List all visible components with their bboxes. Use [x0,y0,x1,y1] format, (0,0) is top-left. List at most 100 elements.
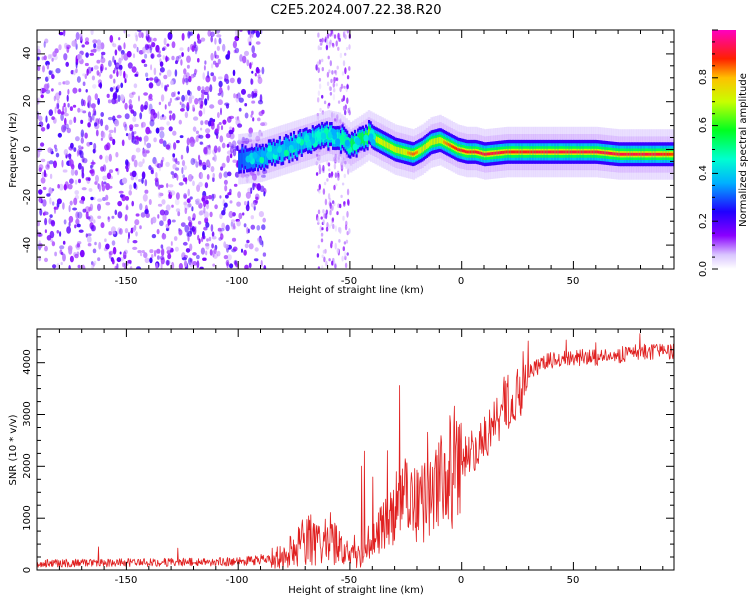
ridge-halo-cell [363,113,366,121]
ridge-halo-cell [358,159,362,167]
y-tick-label: 4000 [22,349,33,374]
noise-cell [172,130,177,136]
noise-cell [201,161,207,167]
noise-cell [182,241,188,246]
ridge-halo-cell [408,171,411,179]
noise-cell [232,40,237,49]
noise-cell [319,38,322,43]
noise-cell [218,172,223,180]
noise-cell [161,47,166,51]
ridge-halo-cell [247,133,250,141]
ridge-halo-cell [437,151,440,159]
ridge-halo-cell [564,169,567,178]
ridge-halo-cell [557,134,561,142]
ridge-halo-cell [557,169,561,178]
noise-cell [49,197,52,205]
ridge-halo-cell [394,124,398,132]
ridge-halo-cell [667,172,670,180]
ridge-halo-cell [334,147,337,155]
ridge-halo-cell [653,172,657,180]
noise-cell [251,100,256,104]
noise-cell [184,207,188,214]
noise-cell [78,178,81,184]
noise-cell [337,32,340,40]
ridge-halo-cell [318,148,322,157]
ridge-halo-cell [577,162,581,171]
ridge-halo-cell [327,117,331,125]
ridge-cell [532,150,535,154]
noise-cell [209,249,213,256]
ridge-cell [637,152,640,156]
noise-cell [89,52,95,56]
noise-cell [335,40,338,47]
ridge-halo-cell [537,134,541,142]
ridge-halo-cell [466,169,469,178]
ridge-halo-cell [316,156,319,165]
ridge-blob [259,156,265,164]
noise-cell [59,245,65,250]
ridge-cell [311,131,314,143]
ridge-halo-cell [269,128,272,137]
noise-cell [184,204,189,210]
noise-cell [122,251,127,260]
noise-cell [247,93,252,98]
noise-cell [188,257,192,266]
ridge-halo-cell [660,136,664,144]
x-tick-label: -100 [226,575,249,586]
noise-cell [336,211,339,216]
ridge-halo-cell [569,126,572,135]
ridge-halo-cell [535,169,538,178]
noise-cell [40,94,44,99]
noise-cell [244,201,247,206]
ridge-cell [238,153,241,171]
ridge-halo-cell [513,126,516,135]
noise-cell [332,200,335,205]
x-tick-label: -50 [341,575,357,586]
noise-cell [241,248,243,253]
ridge-halo-cell [262,130,266,139]
noise-cell [171,219,176,223]
ridge-halo-cell [564,134,567,142]
ridge-halo-cell [472,126,476,135]
noise-cell [108,250,114,256]
noise-cell [191,206,194,212]
noise-cell [254,92,258,97]
noise-cell [58,90,62,96]
ridge-halo-cell [488,171,491,180]
noise-cell [337,100,341,104]
ridge-halo-cell [260,167,263,175]
noise-cell [221,142,226,149]
ridge-cell [402,148,405,155]
noise-cell [127,33,131,37]
ridge-halo-cell [622,129,626,137]
ridge-cell [379,138,382,145]
noise-cell [195,198,201,205]
ridge-halo-cell [280,125,284,133]
noise-cell [39,198,42,204]
ridge-halo-cell [582,162,585,171]
noise-cell [333,184,336,191]
ridge-halo-cell [649,129,652,137]
noise-cell [85,37,89,43]
ridge-halo-cell [363,156,366,164]
ridge-cell [391,144,394,151]
noise-cell [64,80,70,85]
noise-cell [333,202,336,207]
noise-cell [153,37,157,42]
noise-cell [119,94,125,102]
noise-cell [57,109,62,115]
noise-cell [46,124,49,130]
noise-cell [333,34,337,39]
ridge-halo-cell [307,152,310,160]
ridge-halo-cell [481,128,485,137]
noise-cell [328,258,331,262]
noise-cell [57,103,60,110]
noise-cell [340,194,343,198]
ridge-halo-cell [314,121,317,129]
ridge-halo-cell [479,135,482,143]
noise-cell [146,44,152,49]
noise-cell [73,116,77,124]
ridge-halo-cell [519,126,523,135]
noise-cell [178,263,183,269]
noise-cell [160,94,165,102]
